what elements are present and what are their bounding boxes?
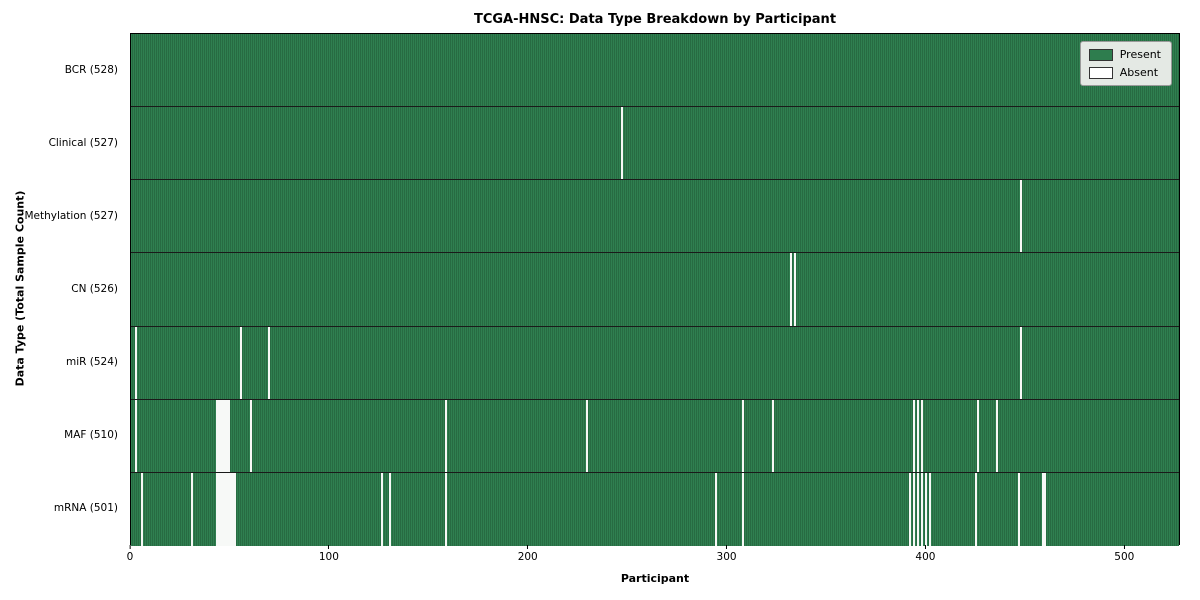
x-tick-label: 300 (716, 551, 737, 563)
absent-stripe (924, 472, 927, 546)
row-band (131, 34, 1179, 108)
x-axis-label: Participant (620, 572, 690, 585)
row-band (131, 253, 1179, 327)
y-tick-label: mRNA (501) (53, 502, 118, 515)
absent-stripe (218, 472, 221, 546)
absent-stripe (714, 472, 717, 546)
absent-stripe (224, 472, 227, 546)
absent-stripe (216, 472, 219, 546)
absent-stripe (920, 399, 923, 472)
absent-stripe (216, 399, 219, 472)
absent-stripe (913, 472, 916, 546)
absent-stripe (976, 399, 979, 472)
absent-stripe (793, 253, 796, 326)
absent-stripe (226, 399, 229, 472)
y-tick-label: miR (524) (65, 356, 118, 369)
absent-stripe (226, 472, 229, 546)
absent-stripe (389, 472, 392, 546)
y-tick-labels: BCR (528) Clinical (527) Methylation (527)… (0, 33, 124, 545)
absent-stripe (228, 399, 231, 472)
y-tick-label: CN (526) (71, 283, 118, 295)
absent-stripe (789, 253, 792, 326)
absent-stripe (234, 472, 237, 546)
absent-stripe (1042, 472, 1045, 546)
x-tick: 300 (717, 545, 737, 563)
row-band (131, 399, 1179, 473)
x-tick-mark (129, 545, 131, 549)
absent-stripe (444, 472, 447, 546)
y-tick-label: Clinical (527) (48, 136, 118, 149)
absent-stripe (134, 326, 137, 399)
x-axis-ticks: 0 100 200 300 400 500 (126, 545, 1180, 569)
x-tick: 400 (915, 545, 935, 563)
absent-stripe (381, 472, 384, 546)
absent-stripe (267, 326, 270, 399)
legend-label: Absent (1119, 66, 1159, 79)
absent-stripe (224, 399, 227, 472)
absent-stripe (920, 472, 923, 546)
legend-swatch (1088, 48, 1113, 61)
legend-label: Present (1119, 48, 1161, 61)
absent-stripe (1020, 180, 1023, 253)
x-tick-mark (726, 545, 728, 549)
absent-stripe (974, 472, 977, 546)
x-tick-label: 0 (126, 551, 134, 563)
absent-stripe (220, 399, 223, 472)
x-tick: 0 (126, 545, 134, 563)
y-tick-label: BCR (528) (64, 63, 118, 76)
x-tick-mark (328, 545, 330, 549)
absent-stripe (232, 472, 235, 546)
absent-stripe (772, 399, 775, 472)
absent-stripe (928, 472, 931, 546)
absent-stripe (190, 472, 193, 546)
absent-stripe (742, 399, 745, 472)
plot-area (130, 33, 1180, 546)
absent-stripe (220, 472, 223, 546)
x-tick-label: 200 (517, 551, 538, 563)
y-tick-label: MAF (510) (64, 429, 118, 442)
absent-stripe (1044, 472, 1047, 546)
x-tick: 100 (319, 545, 339, 563)
x-tick: 500 (1114, 545, 1134, 563)
absent-stripe (585, 399, 588, 472)
absent-stripe (134, 399, 137, 472)
absent-stripe (228, 472, 231, 546)
absent-stripe (140, 472, 143, 546)
legend: Present Absent (1079, 41, 1172, 86)
absent-stripe (996, 399, 999, 472)
absent-stripe (742, 472, 745, 546)
absent-stripe (917, 399, 919, 472)
absent-stripe (621, 107, 624, 180)
row-band (131, 180, 1179, 254)
absent-stripe (222, 399, 225, 472)
absent-stripe (917, 472, 919, 546)
row-band (131, 107, 1179, 181)
absent-stripe (218, 399, 221, 472)
absent-stripe (909, 472, 912, 546)
absent-stripe (240, 326, 243, 399)
absent-stripe (222, 472, 225, 546)
x-tick-mark (527, 545, 529, 549)
x-tick-label: 500 (1114, 551, 1135, 563)
x-tick-label: 100 (318, 551, 339, 563)
absent-stripe (913, 399, 916, 472)
x-tick-label: 400 (915, 551, 936, 563)
chart-title: TCGA-HNSC: Data Type Breakdown by Partic… (473, 12, 837, 27)
y-tick-label: Methylation (527) (24, 209, 118, 222)
row-band (131, 326, 1179, 400)
x-tick-mark (1123, 545, 1125, 549)
legend-item: Present (1088, 48, 1161, 61)
absent-stripe (1020, 326, 1023, 399)
legend-item: Absent (1088, 66, 1161, 79)
x-tick: 200 (518, 545, 538, 563)
absent-stripe (250, 399, 253, 472)
row-band (131, 472, 1179, 546)
absent-stripe (1018, 472, 1021, 546)
absent-stripe (230, 472, 233, 546)
legend-swatch (1088, 66, 1113, 79)
absent-stripe (444, 399, 447, 472)
x-tick-mark (924, 545, 926, 549)
